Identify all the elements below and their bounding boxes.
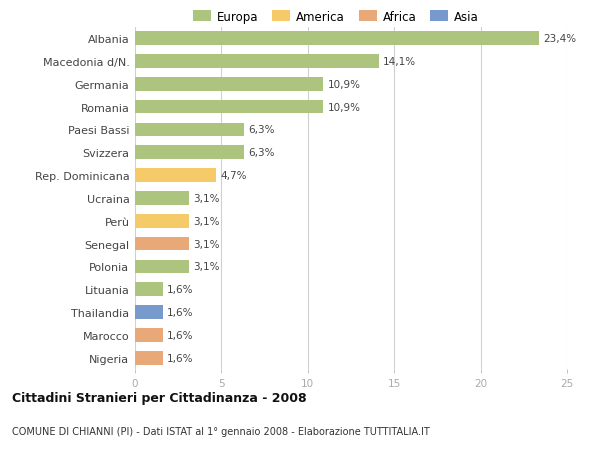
Bar xyxy=(135,169,216,183)
Text: 1,6%: 1,6% xyxy=(167,330,193,340)
Text: 10,9%: 10,9% xyxy=(328,102,361,112)
Text: 3,1%: 3,1% xyxy=(193,239,220,249)
Bar xyxy=(135,55,379,68)
Text: 1,6%: 1,6% xyxy=(167,308,193,318)
Bar xyxy=(135,214,188,228)
Text: 1,6%: 1,6% xyxy=(167,353,193,363)
Bar xyxy=(135,78,323,91)
Bar xyxy=(135,260,188,274)
Text: 6,3%: 6,3% xyxy=(248,148,275,158)
Text: 10,9%: 10,9% xyxy=(328,79,361,90)
Bar xyxy=(135,351,163,365)
Bar xyxy=(135,283,163,297)
Text: 3,1%: 3,1% xyxy=(193,262,220,272)
Text: COMUNE DI CHIANNI (PI) - Dati ISTAT al 1° gennaio 2008 - Elaborazione TUTTITALIA: COMUNE DI CHIANNI (PI) - Dati ISTAT al 1… xyxy=(12,426,430,436)
Legend: Europa, America, Africa, Asia: Europa, America, Africa, Asia xyxy=(191,8,481,26)
Text: Cittadini Stranieri per Cittadinanza - 2008: Cittadini Stranieri per Cittadinanza - 2… xyxy=(12,392,307,405)
Bar xyxy=(135,192,188,205)
Text: 14,1%: 14,1% xyxy=(383,57,416,67)
Bar xyxy=(135,32,539,46)
Text: 1,6%: 1,6% xyxy=(167,285,193,295)
Bar xyxy=(135,146,244,160)
Text: 3,1%: 3,1% xyxy=(193,216,220,226)
Bar xyxy=(135,123,244,137)
Text: 4,7%: 4,7% xyxy=(221,171,247,181)
Text: 23,4%: 23,4% xyxy=(544,34,577,44)
Bar xyxy=(135,306,163,319)
Text: 3,1%: 3,1% xyxy=(193,194,220,203)
Bar xyxy=(135,329,163,342)
Bar xyxy=(135,101,323,114)
Text: 6,3%: 6,3% xyxy=(248,125,275,135)
Bar xyxy=(135,237,188,251)
